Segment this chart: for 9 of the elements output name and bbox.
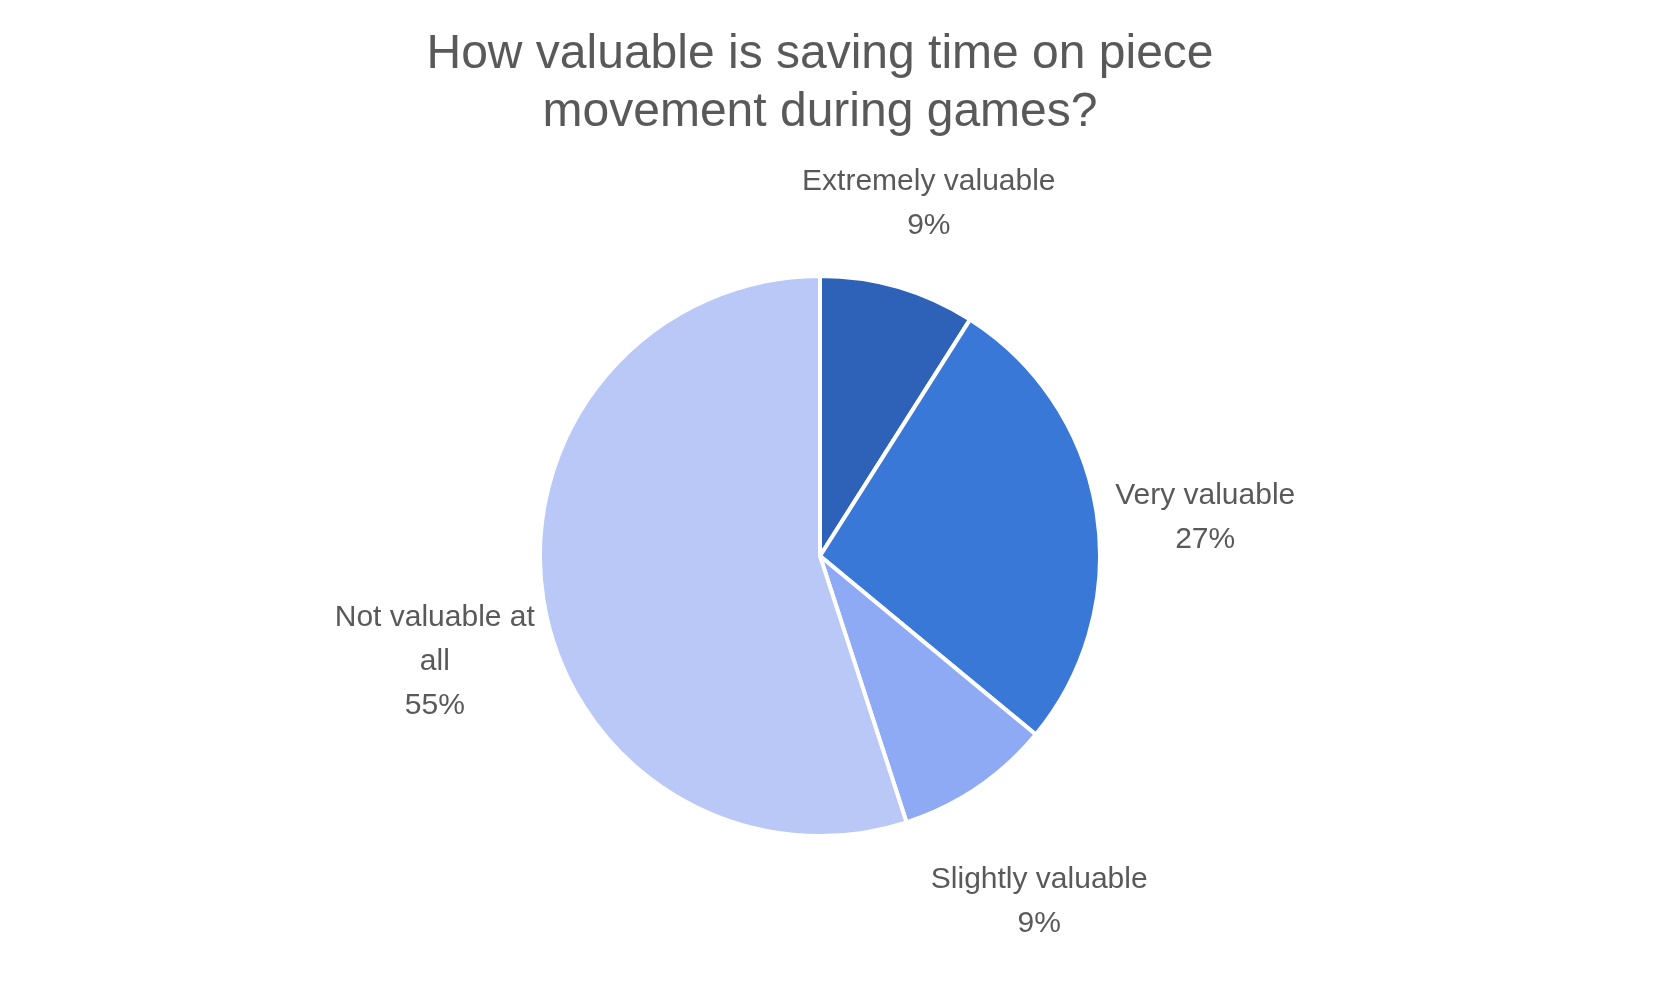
data-label: 9% [1017,904,1061,938]
data-label: 27% [1175,520,1236,554]
data-label: 55% [404,687,465,721]
slice-label: Slightly valuable [930,860,1148,894]
data-label: 9% [907,207,951,241]
slice-label: Not valuable at all [334,599,536,677]
slice-label: Very valuable [1115,476,1296,510]
slice-label: Extremely valuable [802,163,1056,197]
chart-title: How valuable is saving time on piece movement during games? [426,25,1214,136]
